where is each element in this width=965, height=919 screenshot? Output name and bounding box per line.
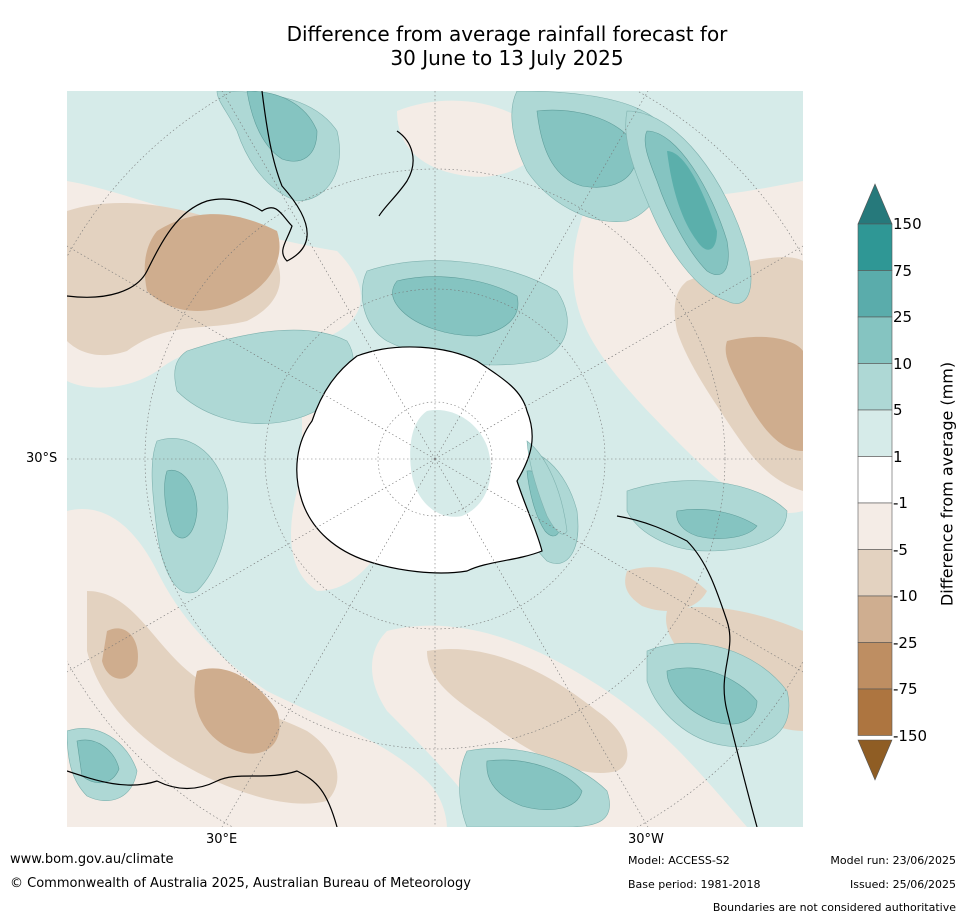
colorbar-svg bbox=[857, 183, 893, 781]
title-line-1: Difference from average rainfall forecas… bbox=[286, 22, 728, 46]
colorbar-tick-label: -25 bbox=[893, 633, 918, 652]
colorbar-segments bbox=[857, 223, 893, 736]
rainfall-difference-map[interactable]: .fill-wet1 { fill: #d6ebe9; } .fill-wet5… bbox=[67, 91, 803, 827]
colorbar-tick-label: -1 bbox=[893, 494, 908, 512]
title-line-2: 30 June to 13 July 2025 bbox=[390, 46, 624, 70]
model-text: Model: ACCESS-S2 bbox=[628, 854, 730, 867]
colorbar-segment bbox=[857, 363, 893, 411]
colorbar-title: Difference from average (mm) bbox=[937, 361, 957, 607]
colorbar-tick-label: 75 bbox=[893, 261, 913, 280]
colorbar-segment bbox=[857, 223, 893, 271]
lon-label-30e: 30°E bbox=[206, 832, 238, 847]
colorbar-tick-label: 1 bbox=[893, 447, 903, 466]
base-period-text: Base period: 1981-2018 bbox=[628, 878, 761, 891]
colorbar-segment bbox=[857, 642, 893, 690]
disclaimer-text: Boundaries are not considered authoritat… bbox=[712, 901, 956, 914]
website-link[interactable]: www.bom.gov.au/climate bbox=[10, 852, 174, 867]
africa-coastline bbox=[67, 770, 338, 827]
colorbar-tick-label: 150 bbox=[893, 215, 922, 233]
issued-text: Issued: 25/06/2025 bbox=[849, 878, 956, 891]
map-svg: .fill-wet1 { fill: #d6ebe9; } .fill-wet5… bbox=[67, 91, 803, 827]
colorbar-segment bbox=[857, 502, 893, 550]
colorbar-tick-label: 10 bbox=[893, 354, 913, 373]
colorbar-segment bbox=[857, 270, 893, 318]
copyright-text: © Commonwealth of Australia 2025, Austra… bbox=[10, 876, 471, 891]
antarctica bbox=[296, 346, 568, 574]
wet-anomaly-regions bbox=[67, 91, 790, 827]
colorbar-tick-label: 5 bbox=[893, 401, 903, 419]
continent-coastlines bbox=[67, 91, 758, 827]
chart-title: Difference from average rainfall forecas… bbox=[0, 22, 965, 70]
lon-label-30w: 30°W bbox=[628, 832, 664, 847]
colorbar-segment bbox=[857, 549, 893, 597]
colorbar-tick-label: 25 bbox=[893, 308, 913, 326]
colorbar-tick-label: -75 bbox=[893, 680, 918, 698]
new-zealand-coastline bbox=[378, 130, 414, 217]
colorbar-segment bbox=[857, 316, 893, 364]
colorbar-segment bbox=[857, 688, 893, 736]
colorbar bbox=[855, 180, 895, 786]
lat-label-30s: 30°S bbox=[26, 451, 58, 466]
graticule bbox=[67, 91, 803, 827]
colorbar-segment bbox=[857, 409, 893, 457]
colorbar-tick-label: -5 bbox=[893, 540, 908, 559]
south-america-coastline bbox=[616, 515, 758, 827]
colorbar-tick-label: -150 bbox=[893, 726, 928, 745]
colorbar-segment bbox=[857, 595, 893, 643]
colorbar-tick-label: -10 bbox=[893, 587, 918, 605]
colorbar-top-arrow bbox=[857, 183, 893, 225]
australia-coastline bbox=[67, 91, 308, 298]
model-run-text: Model run: 23/06/2025 bbox=[830, 854, 956, 867]
colorbar-segment bbox=[857, 456, 893, 504]
colorbar-bottom-arrow bbox=[857, 739, 893, 781]
